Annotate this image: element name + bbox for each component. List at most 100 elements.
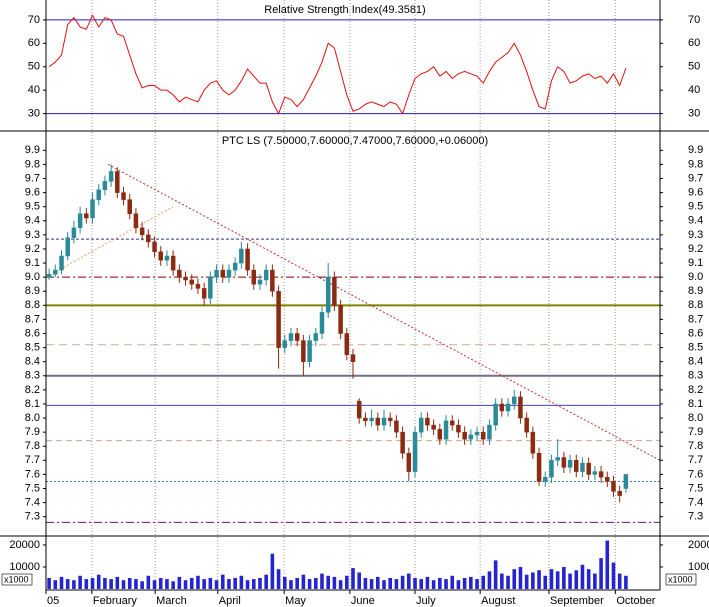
- candle-body: [567, 460, 573, 468]
- y-tick-label: 20000: [688, 539, 709, 551]
- volume-bar: [295, 577, 299, 589]
- y-tick-label: 7.5: [688, 482, 703, 494]
- rsi-title: Relative Strength Index(49.3581): [264, 4, 425, 16]
- candle-body: [53, 269, 58, 275]
- y-tick-label: 9.3: [688, 229, 703, 241]
- y-tick-label: 7.6: [688, 468, 703, 480]
- y-tick-label: 7.5: [25, 482, 40, 494]
- candle-body: [431, 424, 436, 430]
- volume-bar: [363, 577, 368, 589]
- plot-layer: [46, 14, 629, 589]
- candle-body: [226, 269, 232, 278]
- volume-bar: [326, 575, 330, 589]
- y-tick-label: 9.1: [688, 257, 703, 269]
- volume-bar: [586, 569, 591, 589]
- candle-body: [84, 213, 89, 219]
- candle-body: [400, 431, 405, 454]
- volume-bar: [617, 573, 622, 589]
- y-tick-label: 8.3: [688, 370, 703, 382]
- y-tick-label: 8.7: [25, 313, 40, 325]
- x-tick-label: October: [616, 595, 655, 607]
- y-tick-label: 50: [28, 61, 40, 73]
- y-tick-label: 8.3: [25, 370, 40, 382]
- volume-bar: [407, 573, 411, 589]
- candle-body: [108, 171, 114, 182]
- volume-bar: [214, 580, 219, 589]
- y-tick-label: 30: [28, 108, 40, 120]
- y-tick-label: 10000: [688, 561, 709, 573]
- y-tick-label: 8.8: [688, 299, 703, 311]
- unit-label: x1000: [668, 574, 693, 584]
- candle-body: [251, 269, 257, 285]
- candle-body: [468, 434, 474, 440]
- volume-bar: [307, 579, 312, 589]
- volume-bar: [506, 575, 510, 589]
- volume-bar: [208, 577, 213, 589]
- candle-body: [245, 248, 250, 271]
- x-tick-label: June: [351, 595, 375, 607]
- candle-body: [530, 431, 536, 454]
- y-tick-label: 9.2: [688, 243, 703, 255]
- y-tick-label: 7.9: [688, 426, 703, 438]
- y-tick-label: 10000: [9, 561, 40, 573]
- candle-body: [418, 417, 424, 433]
- candle-body: [214, 269, 219, 278]
- y-tick-label: 9.9: [25, 144, 40, 156]
- candle-body: [381, 417, 387, 426]
- volume-bar: [487, 571, 492, 589]
- volume-bar: [245, 580, 250, 589]
- volume-bar: [500, 573, 504, 589]
- volume-bar: [127, 577, 132, 589]
- candle-body: [307, 340, 312, 362]
- y-tick-label: 7.8: [25, 440, 40, 452]
- y-tick-label: 40: [28, 84, 40, 96]
- volume-bar: [599, 558, 603, 589]
- candle-body: [574, 460, 579, 472]
- candle-body: [152, 241, 157, 253]
- candle-body: [412, 431, 418, 472]
- y-tick-label: 7.7: [25, 454, 40, 466]
- candle-body: [480, 431, 486, 440]
- volume-bar: [121, 580, 126, 589]
- candle-body: [524, 417, 529, 433]
- candle-body: [301, 340, 306, 362]
- candle-body: [369, 417, 374, 422]
- x-tick-label: April: [219, 595, 241, 607]
- volume-bar: [165, 579, 169, 589]
- candle-body: [146, 234, 151, 243]
- candle-body: [115, 171, 120, 193]
- y-tick-label: 7.4: [688, 496, 703, 508]
- volume-bar: [524, 574, 529, 589]
- candle-body: [493, 403, 498, 426]
- y-tick-label: 9.4: [25, 215, 40, 227]
- volume-bar: [53, 580, 58, 589]
- candle-body: [288, 333, 294, 341]
- candle-body: [332, 276, 337, 306]
- candle-body: [158, 251, 163, 261]
- rsi-line: [48, 14, 627, 115]
- candle-body: [294, 333, 300, 341]
- trend-line: [107, 163, 661, 461]
- candle-body: [257, 279, 263, 285]
- y-tick-label: 8.1: [688, 398, 703, 410]
- candle-body: [170, 255, 176, 271]
- volume-bar: [562, 566, 566, 589]
- candle-body: [549, 460, 554, 478]
- candle-body: [344, 333, 350, 355]
- y-tick-label: 9.4: [688, 215, 703, 227]
- candle-body: [363, 417, 368, 422]
- candle-body: [350, 354, 356, 362]
- y-tick-label: 8.2: [688, 384, 703, 396]
- volume-bar: [251, 579, 256, 589]
- y-tick-label: 7.3: [25, 511, 40, 523]
- candle-body: [580, 462, 585, 472]
- volume-bar: [84, 579, 89, 589]
- volume-bar: [183, 580, 188, 589]
- volume-bar: [425, 576, 430, 589]
- y-tick-label: 9.1: [25, 257, 40, 269]
- y-tick-label: 30: [688, 108, 700, 120]
- y-tick-label: 9.5: [688, 201, 703, 213]
- y-tick-label: 8.4: [25, 356, 40, 368]
